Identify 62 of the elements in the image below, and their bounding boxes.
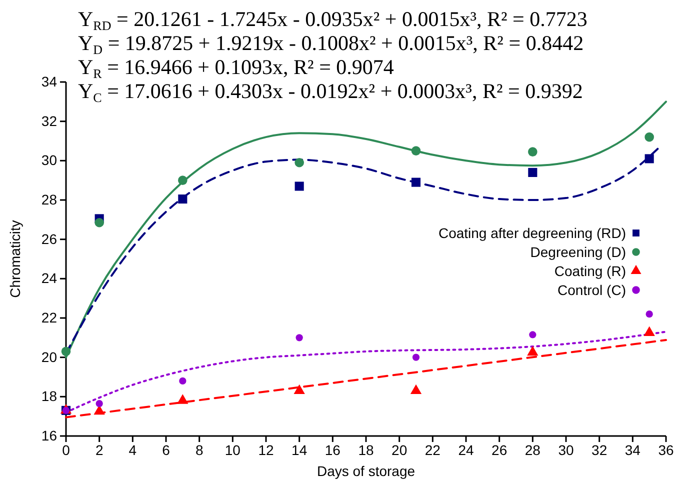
point [528, 168, 538, 177]
x-tick-label: 30 [558, 442, 574, 458]
legend-label: Coating (R) [554, 263, 626, 279]
y-tick-label: 20 [41, 348, 58, 365]
legend-label: Control (C) [558, 282, 626, 298]
x-tick-label: 0 [62, 442, 70, 458]
x-tick-label: 34 [624, 442, 641, 458]
x-tick-label: 8 [195, 442, 204, 458]
y-tick-label: 26 [41, 230, 58, 247]
y-tick-label: 24 [41, 270, 58, 286]
point [178, 194, 188, 204]
x-tick-label: 4 [128, 442, 137, 458]
point [644, 132, 654, 142]
x-tick-label: 36 [658, 442, 674, 458]
point [177, 394, 188, 404]
point [294, 384, 305, 394]
text: Y$_{R}$ = 16.9466 + 0.1093x, R² = 0.9074 [78, 55, 394, 81]
y-tick-label: 30 [41, 152, 58, 168]
y-tick-label: 34 [41, 73, 58, 90]
x-tick-label: 24 [458, 442, 474, 458]
x-tick-label: 2 [95, 442, 104, 458]
legend-label: Degreening (D) [530, 244, 626, 260]
point [61, 346, 71, 356]
point [411, 178, 421, 187]
x-tick-label: 32 [592, 442, 608, 458]
point [179, 377, 186, 384]
y-tick-label: 16 [41, 427, 58, 444]
point [527, 346, 538, 356]
point [528, 147, 538, 156]
point [412, 354, 420, 361]
point [294, 182, 304, 191]
x-tick-label: 26 [492, 442, 508, 458]
x-tick-label: 22 [424, 442, 441, 458]
point [294, 158, 304, 168]
point [644, 326, 655, 336]
x-tick-label: 28 [524, 442, 541, 458]
y-tick-label: 28 [41, 191, 58, 208]
x-tick-label: 16 [324, 442, 341, 458]
x-tick-label: 20 [392, 442, 408, 458]
x-tick-label: 12 [258, 442, 274, 458]
text: Y$_{RD}$ = 20.1261 - 1.7245x - 0.0935x² + 0.0015x³, R² = 0.7723 [78, 7, 588, 33]
x-tick-label: 14 [292, 442, 308, 458]
x-axis-title: Days of storage [316, 463, 416, 479]
point [94, 218, 104, 228]
x-tick-label: 18 [358, 442, 374, 458]
y-tick-label: 18 [41, 388, 58, 404]
text: Y$_{D}$ = 19.8725 + 1.9219x - 0.1008x² + 0.0015x³, R² = 0.8442 [78, 31, 584, 57]
point [646, 310, 653, 318]
point [296, 334, 303, 342]
point [178, 176, 188, 185]
point [96, 400, 103, 408]
y-tick-label: 32 [41, 112, 58, 129]
legend-label: Coating after degreening (RD) [438, 225, 626, 241]
x-tick-label: 10 [224, 442, 241, 458]
y-tick-label: 22 [41, 309, 58, 326]
point [644, 154, 654, 164]
annotation: Y$_{C}$ = 17.0616 + 0.4303x - 0.0192x² + 0.0003x³, R² = 0.9392 [78, 79, 583, 105]
point [529, 331, 536, 338]
point [410, 384, 422, 394]
y-axis-title: Chromaticity [7, 220, 23, 298]
x-tick-label: 6 [162, 442, 170, 458]
point [411, 146, 421, 156]
